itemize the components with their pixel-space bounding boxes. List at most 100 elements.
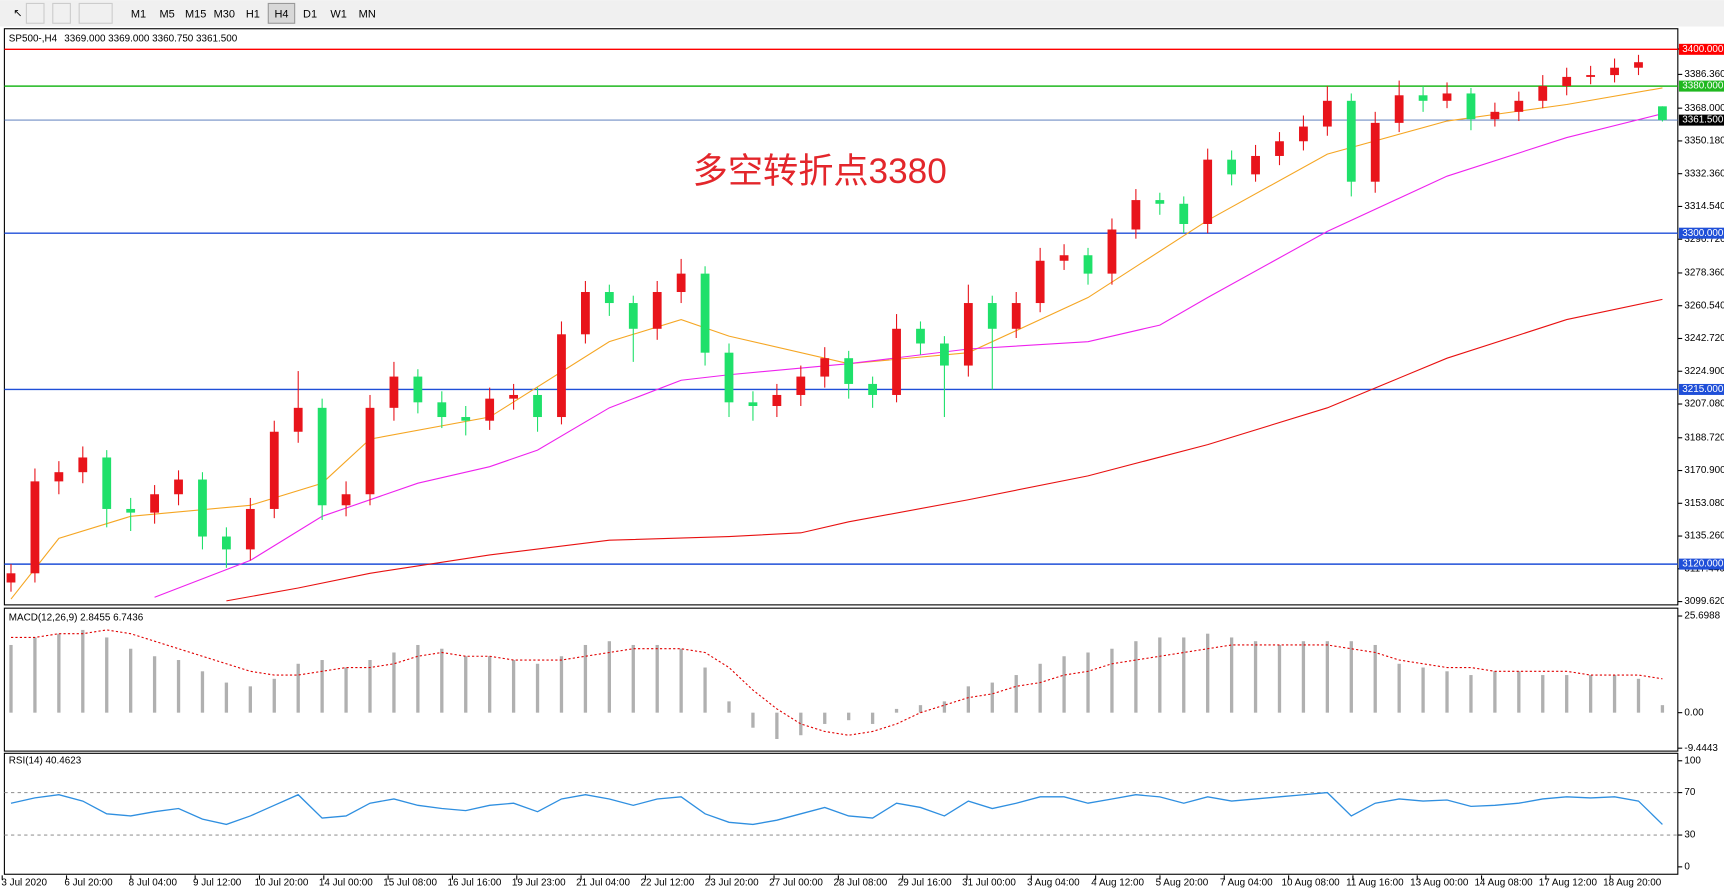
candle-body: [628, 303, 638, 329]
x-tick-label: 31 Jul 00:00: [962, 878, 1016, 889]
timeframe-button[interactable]: M1: [131, 8, 146, 20]
x-tick-label: 19 Jul 23:00: [512, 878, 566, 889]
y-tick-label: 3099.620: [1684, 596, 1724, 607]
macd-bar: [679, 648, 683, 713]
macd-bar: [344, 667, 348, 713]
macd-bar: [416, 644, 420, 713]
candle-body: [437, 402, 447, 418]
y-tick-label: 3242.720: [1684, 333, 1724, 344]
candle-body: [1370, 122, 1380, 182]
macd-bar: [129, 648, 133, 713]
timeframe-button[interactable]: W1: [330, 8, 346, 20]
macd-bar: [105, 637, 109, 713]
active-button: [267, 2, 296, 24]
price-pane: [3, 28, 1679, 606]
macd-bar: [1038, 663, 1042, 713]
rsi-line: [10, 791, 1663, 826]
candle-body: [1227, 159, 1237, 175]
label-tool[interactable]: [52, 2, 71, 24]
macd-bar: [1182, 637, 1186, 713]
y-tick-label: 3188.720: [1684, 432, 1724, 443]
candle-body: [1131, 200, 1141, 230]
y-tick-label: 0.00: [1684, 707, 1704, 718]
macd-bar: [583, 644, 588, 713]
candle-body: [1418, 95, 1428, 101]
macd-bar: [918, 705, 923, 713]
timeframe-button[interactable]: H1: [246, 8, 260, 20]
candle-body: [1442, 93, 1452, 101]
candle-body: [1538, 86, 1548, 101]
macd-bar: [966, 686, 970, 713]
candle-body: [772, 394, 782, 406]
macd-bar: [1660, 705, 1665, 713]
x-tick-label: 11 Aug 16:00: [1346, 878, 1404, 889]
macd-bar: [248, 686, 252, 713]
candle-body: [461, 417, 471, 421]
candle-body: [700, 273, 710, 353]
timeframe-button[interactable]: H4: [274, 8, 288, 20]
x-tick-label: 18 Aug 20:00: [1603, 878, 1662, 889]
level-label: 3400.000: [1682, 44, 1724, 55]
candle-body: [198, 479, 207, 537]
y-tick-label: 0: [1684, 861, 1690, 872]
macd-bar: [1445, 671, 1449, 713]
timeframe-button[interactable]: M5: [159, 8, 174, 20]
macd-bar: [296, 663, 300, 713]
timeframe-button[interactable]: D1: [303, 8, 317, 20]
shapes-tool[interactable]: [78, 2, 113, 24]
candle-body: [102, 457, 112, 509]
y-tick-label: 30: [1684, 830, 1695, 841]
y-tick-label: 3153.080: [1684, 498, 1724, 509]
macd-bar: [392, 652, 396, 713]
text-tool[interactable]: [25, 2, 45, 24]
macd-bar: [823, 712, 827, 724]
y-tick-label: 3207.080: [1684, 399, 1724, 410]
level-tag: [1678, 383, 1724, 395]
candle-body: [150, 494, 159, 513]
macd-bar: [464, 656, 468, 713]
macd-bar: [1229, 637, 1234, 713]
candle-body: [844, 358, 854, 384]
macd-bar: [488, 656, 492, 713]
candle-body: [1514, 100, 1524, 112]
macd-bar: [559, 656, 564, 713]
candle-body: [1610, 67, 1619, 76]
x-tick-label: 5 Aug 20:00: [1156, 878, 1209, 889]
x-tick-label: 14 Aug 08:00: [1474, 878, 1533, 889]
timeframe-button[interactable]: M30: [214, 8, 235, 20]
macd-bar: [57, 633, 61, 713]
timeframe-button[interactable]: M15: [185, 8, 206, 20]
macd-bar: [200, 671, 205, 713]
y-tick-label: 3386.360: [1684, 69, 1724, 80]
y-tick-label: 3278.360: [1684, 268, 1724, 279]
candle-body: [485, 398, 495, 421]
macd-bar: [511, 660, 516, 713]
x-tick-label: 6 Jul 20:00: [64, 878, 113, 889]
candle-body: [724, 352, 734, 403]
x-tick-label: 3 Aug 04:00: [1027, 878, 1080, 889]
macd-bar: [1421, 667, 1425, 713]
macd-bar: [1349, 641, 1353, 713]
moving-average: [226, 298, 1663, 602]
macd-bar: [1373, 644, 1377, 713]
macd-bar: [152, 656, 157, 713]
candle-body: [509, 394, 519, 399]
level-tag: [1678, 227, 1724, 239]
candle-body: [1466, 93, 1476, 120]
x-tick-label: 27 Jul 00:00: [769, 878, 823, 889]
macd-bar: [272, 678, 276, 713]
candle-body: [30, 481, 40, 574]
x-tick-label: 3 Jul 2020: [1, 878, 47, 889]
x-tick-label: 21 Jul 04:00: [576, 878, 630, 889]
level-tag: [1678, 114, 1724, 126]
timeframe-button[interactable]: MN: [359, 8, 376, 20]
candle-body: [1658, 106, 1667, 121]
level-label: 3361.500: [1682, 115, 1724, 126]
candle-body: [293, 407, 303, 432]
candle-body: [389, 376, 399, 408]
macd-pane: [3, 607, 1679, 752]
macd-bar: [1110, 648, 1114, 713]
candle-body: [1562, 76, 1572, 87]
macd-bar: [440, 648, 444, 713]
candle-body: [1251, 155, 1260, 175]
